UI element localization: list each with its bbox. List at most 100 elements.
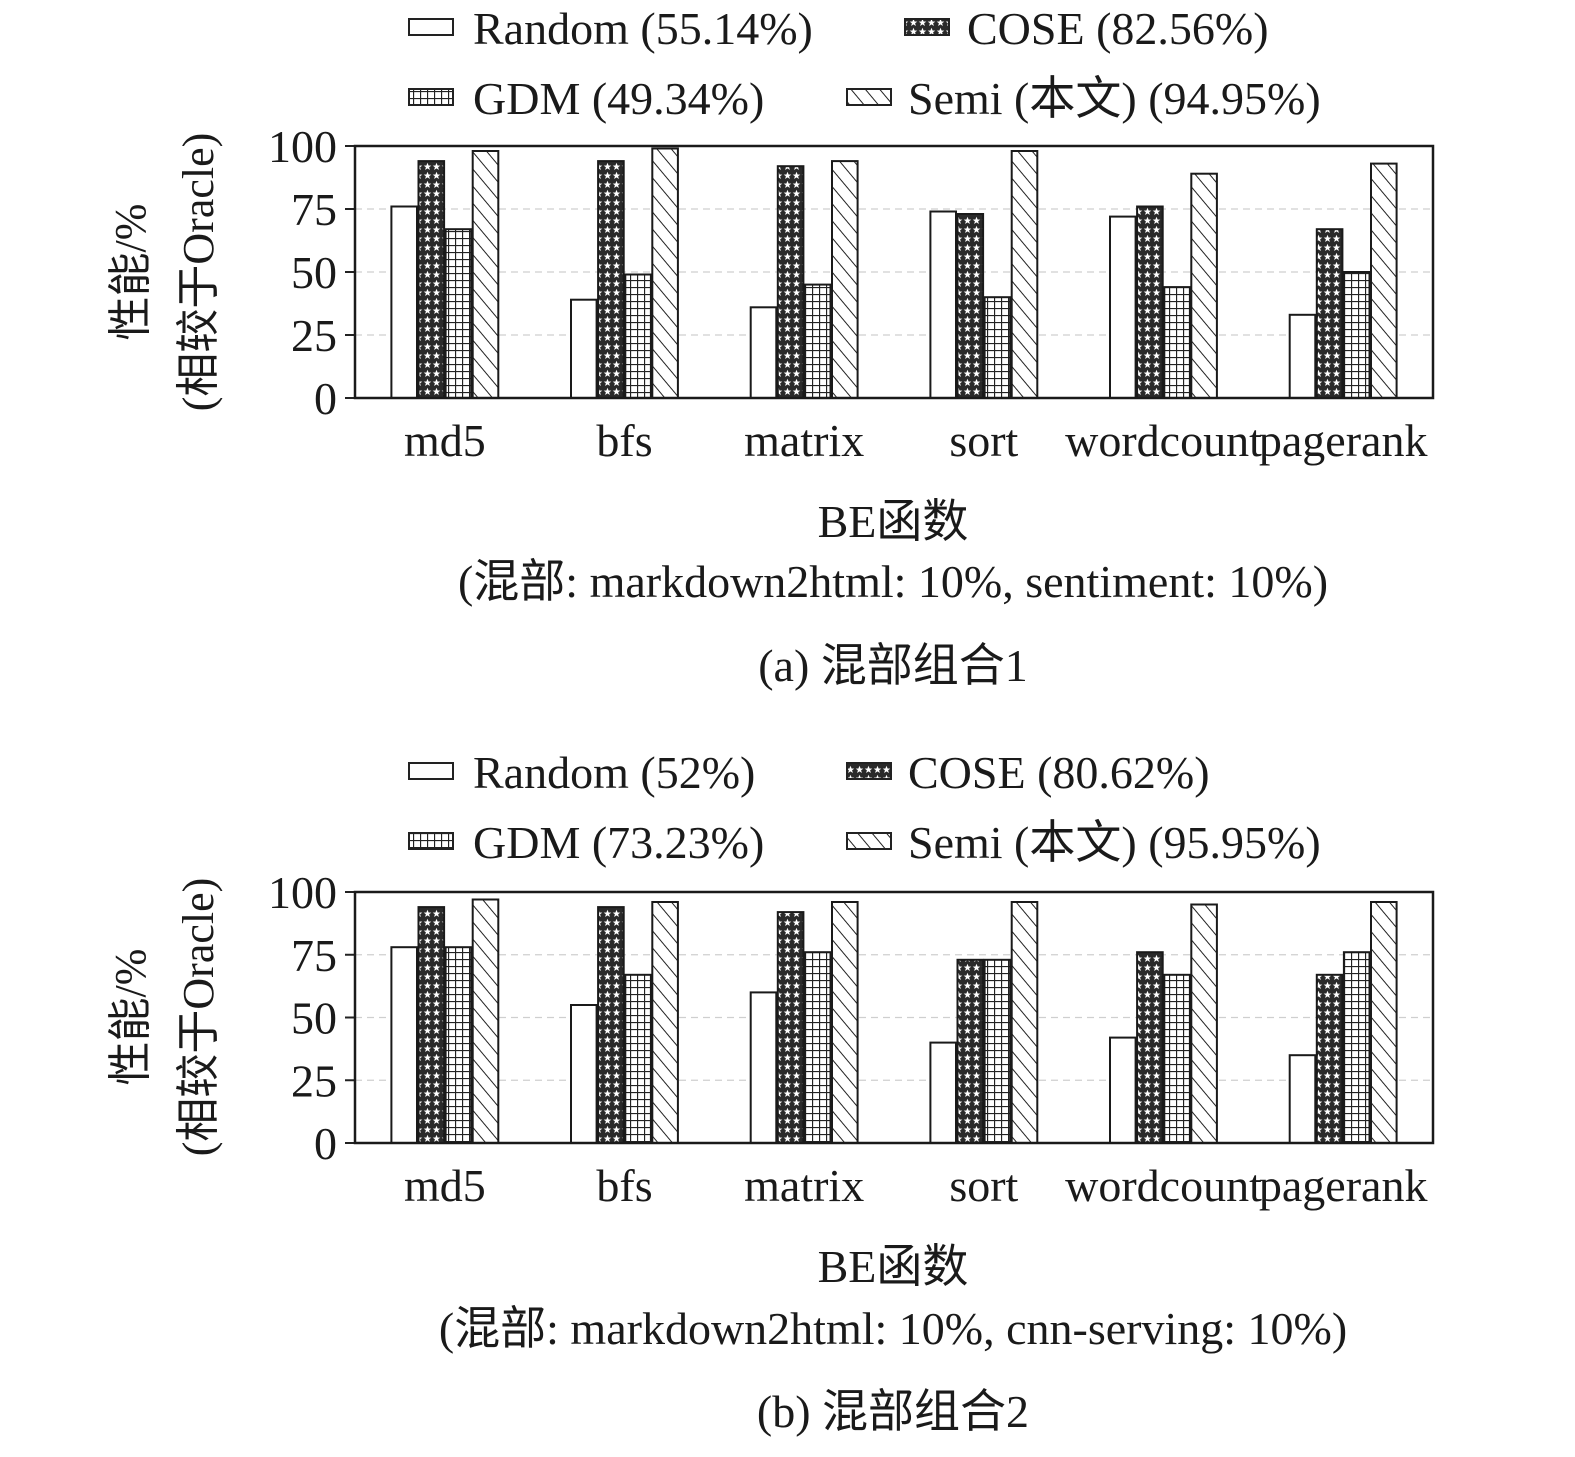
chart-subnote: (混部: markdown2html: 10%, cnn-serving: 10… [439,1303,1347,1354]
legend-item-gdm: GDM (49.34%) [408,73,764,124]
panel-caption: (b) 混部组合2 [757,1386,1029,1437]
x-tick-label: bfs [596,415,652,466]
legend-label-semi: Semi (本文) (95.95%) [908,817,1321,868]
bar-dots-matrix [776,165,805,399]
legend-label-random: Random (52%) [473,747,755,798]
bar-grid-pagerank [1342,271,1371,399]
bar-dots-sort [956,213,985,399]
bar-dots-md5 [417,906,446,1144]
y-axis-label-line2: (相较于Oracle) [174,133,223,412]
bar-plain-pagerank [1288,313,1317,399]
bar-dots-bfs [597,906,625,1144]
plot-frame [353,144,1435,400]
bar-hatch-md5 [471,898,500,1144]
y-axis-label-line1: 性能/% [106,204,155,341]
legend-label-cose: COSE (80.62%) [908,747,1210,798]
legend-swatch-semi [846,88,892,106]
bar-grid-md5 [444,228,473,399]
x-axis-label: BE函数 [818,496,969,547]
bar-hatch-sort [1010,150,1039,399]
legend-swatch-gdm [408,88,454,106]
legend-label-gdm: GDM (73.23%) [473,817,764,868]
bar-plain-bfs [570,1004,598,1144]
x-tick-label: matrix [744,415,864,466]
bar-dots-wordcount [1136,951,1164,1145]
legend-label-semi: Semi (本文) (94.95%) [908,73,1321,124]
x-tick-label: wordcount [1065,1160,1262,1211]
bar-hatch-wordcount [1190,903,1218,1144]
legend-swatch-cose [846,762,892,780]
x-tick-label: wordcount [1065,415,1262,466]
legend-item-semi: Semi (本文) (95.95%) [846,817,1321,868]
bar-dots-pagerank [1315,228,1344,399]
legend: Random (52%) COSE (80.62%) GDM (73.23%) … [408,747,1321,868]
chart-subnote: (混部: markdown2html: 10%, sentiment: 10%) [458,556,1328,607]
bar-hatch-sort [1010,901,1039,1144]
bar-plain-matrix [749,991,778,1145]
legend-item-cose: COSE (80.62%) [846,747,1210,798]
plot-frame [353,890,1435,1145]
bar-grid-bfs [624,273,652,399]
x-tick-label: md5 [404,415,486,466]
bar-grid-pagerank [1342,951,1371,1145]
legend-label-random: Random (55.14%) [473,3,813,54]
legend-item-gdm: GDM (73.23%) [408,817,764,868]
y-tick-label: 25 [291,1055,337,1106]
bar-plain-sort [929,1041,958,1144]
x-tick-label: md5 [404,1160,486,1211]
bar-dots-md5 [417,160,446,399]
legend-swatch-random [408,762,454,780]
bar-grid-md5 [444,946,473,1145]
legend-label-gdm: GDM (49.34%) [473,73,764,124]
legend-swatch-random [408,18,454,36]
legend-swatch-semi [846,832,892,850]
bar-grid-matrix [803,951,832,1145]
bar-hatch-md5 [471,150,500,399]
x-tick-label: matrix [744,1160,864,1211]
bar-plain-wordcount [1109,215,1137,399]
y-axis-label-line2: (相较于Oracle) [174,878,223,1157]
bar-plain-md5 [390,946,418,1145]
y-tick-label: 50 [291,993,337,1044]
bar-plain-bfs [570,298,598,400]
bar-hatch-pagerank [1370,901,1398,1144]
bar-grid-matrix [803,283,832,400]
legend: Random (55.14%) COSE (82.56%) GDM (49.34… [408,3,1321,124]
bar-plain-matrix [749,306,778,399]
legend-item-random: Random (55.14%) [408,3,813,54]
x-tick-label: bfs [596,1160,652,1211]
bar-hatch-matrix [831,901,859,1144]
y-axis-label-line1: 性能/% [106,949,155,1086]
x-tick-label: sort [949,415,1018,466]
x-axis-label: BE函数 [818,1241,969,1292]
legend-swatch-cose [904,18,950,36]
bar-plain-pagerank [1288,1054,1317,1144]
y-tick-label: 75 [291,184,337,235]
legend-item-random: Random (52%) [408,747,755,798]
bar-hatch-bfs [651,147,679,399]
bar-grid-sort [983,296,1012,400]
bar-grid-wordcount [1163,286,1191,400]
bar-dots-matrix [776,911,805,1144]
bar-plain-sort [929,210,958,399]
bar-plain-md5 [390,205,418,399]
bar-dots-sort [956,958,985,1144]
panel-caption: (a) 混部组合1 [758,640,1028,691]
chart-panel-b: Random (52%) COSE (80.62%) GDM (73.23%) … [106,747,1435,1437]
y-tick-label: 0 [314,373,337,424]
y-tick-label: 100 [268,867,337,918]
y-tick-label: 0 [314,1118,337,1169]
bar-hatch-matrix [831,160,859,399]
bar-grid-sort [983,958,1012,1144]
bar-hatch-pagerank [1370,162,1398,399]
legend-swatch-gdm [408,832,454,850]
x-tick-label: sort [949,1160,1018,1211]
x-tick-label: pagerank [1259,415,1428,466]
bar-grid-wordcount [1163,973,1191,1144]
bar-dots-wordcount [1136,205,1164,399]
y-tick-label: 50 [291,247,337,298]
bar-hatch-wordcount [1190,172,1218,399]
bar-hatch-bfs [651,901,679,1144]
